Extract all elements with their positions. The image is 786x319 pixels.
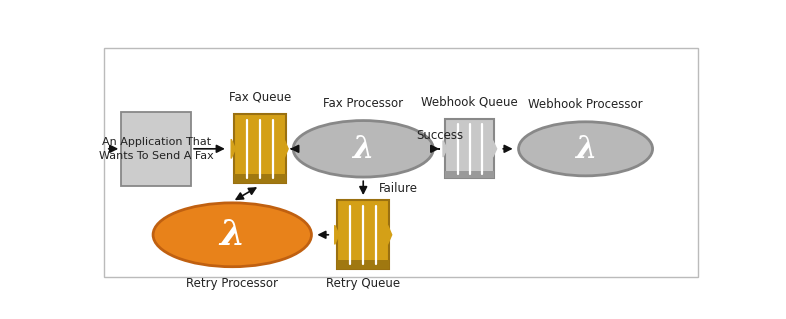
Circle shape xyxy=(153,203,311,267)
FancyBboxPatch shape xyxy=(337,260,389,269)
Text: Failure: Failure xyxy=(379,182,417,195)
FancyBboxPatch shape xyxy=(233,115,285,183)
Polygon shape xyxy=(493,141,497,157)
Polygon shape xyxy=(443,141,447,157)
Text: Retry Queue: Retry Queue xyxy=(326,278,400,290)
FancyBboxPatch shape xyxy=(337,200,389,269)
Text: Fax Processor: Fax Processor xyxy=(323,97,403,110)
Polygon shape xyxy=(387,225,391,244)
Text: λ: λ xyxy=(575,134,597,165)
Text: λ: λ xyxy=(353,134,374,165)
Text: Fax Queue: Fax Queue xyxy=(229,91,291,104)
FancyBboxPatch shape xyxy=(446,171,494,178)
FancyBboxPatch shape xyxy=(446,119,494,178)
Circle shape xyxy=(293,121,433,177)
Polygon shape xyxy=(335,225,339,244)
Text: Webhook Processor: Webhook Processor xyxy=(528,98,643,111)
FancyBboxPatch shape xyxy=(233,174,285,183)
Text: An Application That
Wants To Send A Fax: An Application That Wants To Send A Fax xyxy=(99,137,214,161)
Text: Webhook Queue: Webhook Queue xyxy=(421,96,518,109)
FancyBboxPatch shape xyxy=(121,112,191,186)
Text: Success: Success xyxy=(416,129,463,142)
FancyBboxPatch shape xyxy=(105,48,698,277)
Text: λ: λ xyxy=(219,219,245,252)
Polygon shape xyxy=(231,139,235,159)
Text: Retry Processor: Retry Processor xyxy=(186,278,278,290)
Circle shape xyxy=(519,122,652,176)
Polygon shape xyxy=(284,139,288,159)
